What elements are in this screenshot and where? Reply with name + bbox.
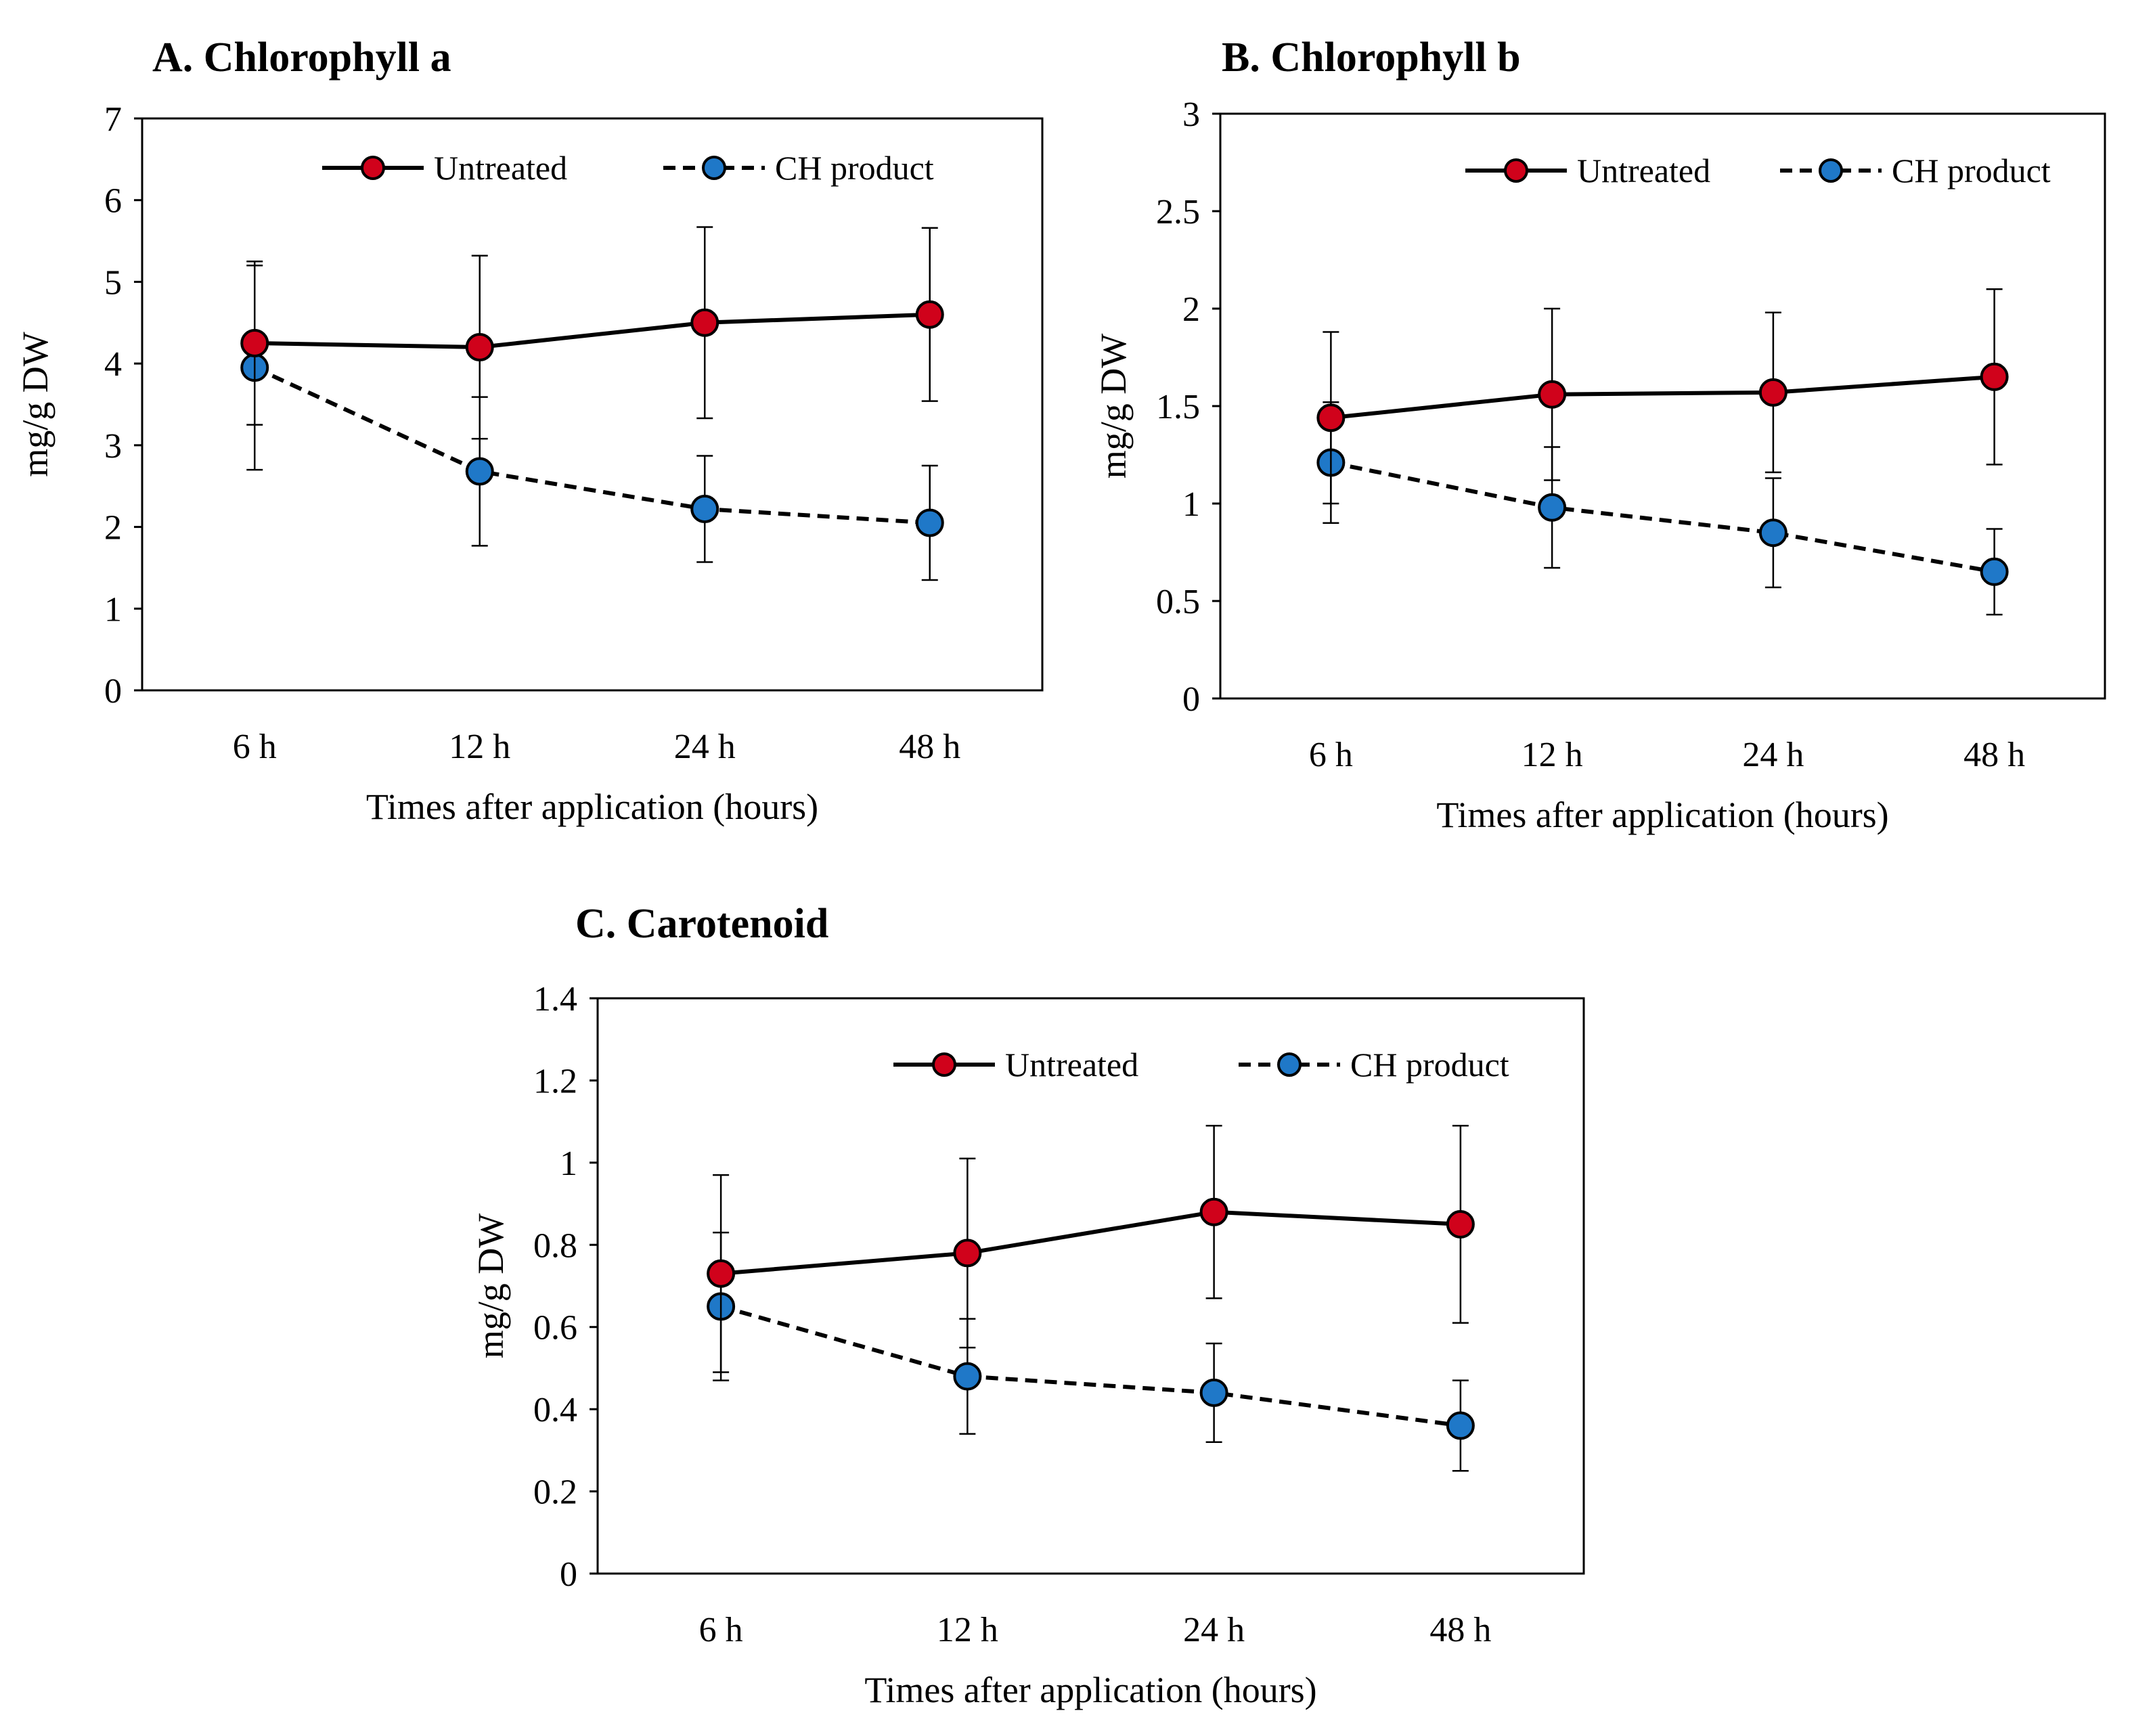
y-tick-label: 0.2: [533, 1473, 577, 1512]
y-tick-label: 3: [1182, 95, 1200, 134]
y-tick-label: 2: [104, 509, 122, 548]
data-point-untreated: [915, 300, 944, 329]
data-point-ch-product: [690, 495, 719, 524]
y-tick-label: 0: [104, 672, 122, 711]
x-tick-label: 6 h: [233, 728, 277, 766]
data-point-untreated: [1316, 403, 1346, 432]
x-axis-title: Times after application (hours): [864, 1670, 1316, 1710]
y-tick-label: 0: [560, 1555, 577, 1594]
chart-title: C. Carotenoid: [575, 901, 829, 947]
chart-panel-chlorophyll-a: A. Chlorophyll a 0 1 2 3 4 5 6 7 6 h 12 h 24 h 48 h…: [0, 0, 1066, 860]
y-tick-label: 5: [104, 263, 122, 302]
y-axis-title: mg/g DW: [470, 1214, 511, 1359]
legend-label-ch-product: CH product: [1892, 152, 2051, 190]
y-tick-label: 0: [1182, 680, 1200, 719]
y-tick-label: 6: [104, 182, 122, 221]
legend-label-untreated: Untreated: [1577, 152, 1710, 190]
y-tick-label: 0.8: [533, 1226, 577, 1265]
plot-frame: [1219, 112, 2106, 700]
y-tick-label: 1: [104, 590, 122, 629]
series-line-untreated: [720, 1209, 1461, 1276]
data-point-ch-product: [1199, 1378, 1228, 1407]
chart-panel-carotenoid: C. Carotenoid 0 0.2 0.4 0.6 0.8 1 1.2 1.4 6 h 12 …: [460, 873, 1611, 1736]
data-point-untreated: [465, 333, 494, 361]
legend-label-ch-product: CH product: [775, 149, 934, 187]
data-point-untreated: [953, 1239, 982, 1268]
y-tick-label: 2: [1182, 290, 1200, 329]
y-tick-label: 1.2: [533, 1062, 577, 1100]
y-tick-label: 1: [1182, 485, 1200, 524]
x-tick-label: 12 h: [937, 1611, 998, 1649]
x-tick-label: 24 h: [1183, 1611, 1245, 1649]
x-axis-title: Times after application (hours): [366, 786, 818, 827]
plot-frame: [596, 997, 1585, 1575]
legend-marker-untreated: [1504, 158, 1528, 183]
x-tick-label: 6 h: [1309, 736, 1353, 774]
chart-svg-chlorophyll-b: 0 0.5 1 1.5 2 2.5 3 6 h 12 h 24 h 48 h Times after …: [1093, 95, 2106, 835]
y-tick-label: 0.4: [533, 1391, 577, 1429]
y-tick-label: 1.4: [533, 980, 577, 1019]
y-tick-label: 1: [560, 1144, 577, 1183]
data-point-untreated: [1758, 378, 1787, 407]
y-axis-title: mg/g DW: [15, 332, 55, 477]
legend-marker-untreated: [361, 156, 385, 180]
legend-marker-ch-product: [1819, 158, 1843, 183]
data-point-ch-product: [953, 1362, 982, 1391]
series-line-ch-product: [720, 1304, 1461, 1428]
plot-frame: [141, 117, 1044, 692]
data-point-untreated: [1446, 1209, 1475, 1239]
y-axis-title: mg/g DW: [1093, 334, 1134, 479]
x-tick-label: 48 h: [1963, 736, 2025, 774]
data-point-ch-product: [1538, 493, 1567, 522]
chart-panel-chlorophyll-b: B. Chlorophyll b 0 0.5 1 1.5 2 2.5 3 6 h 12 h 24 …: [1066, 0, 2132, 860]
y-tick-label: 1.5: [1156, 388, 1200, 426]
data-point-untreated: [707, 1259, 736, 1288]
chart-title: B. Chlorophyll b: [1222, 35, 1521, 81]
chart-svg-chlorophyll-a: 0 1 2 3 4 5 6 7 6 h 12 h 24 h 48 h Times after appli…: [15, 100, 1044, 827]
data-point-ch-product: [1980, 557, 2009, 586]
legend-label-ch-product: CH product: [1350, 1046, 1509, 1084]
chart-title: A. Chlorophyll a: [152, 35, 451, 81]
y-tick-label: 7: [104, 100, 122, 139]
chart-svg-carotenoid: 0 0.2 0.4 0.6 0.8 1 1.2 1.4 6 h 12 h 24 h 48 h Times…: [470, 980, 1585, 1710]
series-line-untreated: [1331, 374, 1995, 420]
data-point-untreated: [1199, 1197, 1228, 1226]
x-tick-label: 12 h: [449, 728, 510, 766]
x-tick-label: 12 h: [1522, 736, 1583, 774]
x-tick-label: 24 h: [1742, 736, 1804, 774]
legend-label-untreated: Untreated: [1005, 1046, 1138, 1084]
legend-marker-ch-product: [1277, 1052, 1302, 1077]
y-tick-label: 2.5: [1156, 193, 1200, 231]
data-point-ch-product: [1758, 518, 1787, 548]
x-axis-title: Times after application (hours): [1436, 795, 1888, 835]
x-tick-label: 6 h: [699, 1611, 743, 1649]
data-point-untreated: [240, 328, 269, 357]
series-line-ch-product: [253, 365, 930, 525]
data-point-untreated: [1538, 380, 1567, 409]
y-tick-label: 3: [104, 427, 122, 466]
y-tick-label: 0.6: [533, 1309, 577, 1348]
legend-label-untreated: Untreated: [434, 149, 567, 187]
legend-marker-untreated: [932, 1052, 956, 1077]
x-tick-label: 48 h: [899, 728, 960, 766]
y-tick-label: 4: [104, 345, 122, 384]
data-point-ch-product: [915, 508, 944, 537]
data-point-untreated: [1980, 362, 2009, 391]
x-tick-label: 24 h: [674, 728, 736, 766]
y-tick-label: 0.5: [1156, 583, 1200, 621]
series-line-ch-product: [1330, 460, 1995, 574]
data-point-ch-product: [465, 457, 494, 486]
legend-marker-ch-product: [702, 156, 726, 180]
data-point-untreated: [690, 308, 719, 337]
data-point-ch-product: [1446, 1411, 1475, 1440]
series-line-untreated: [254, 312, 930, 350]
x-tick-label: 48 h: [1429, 1611, 1491, 1649]
